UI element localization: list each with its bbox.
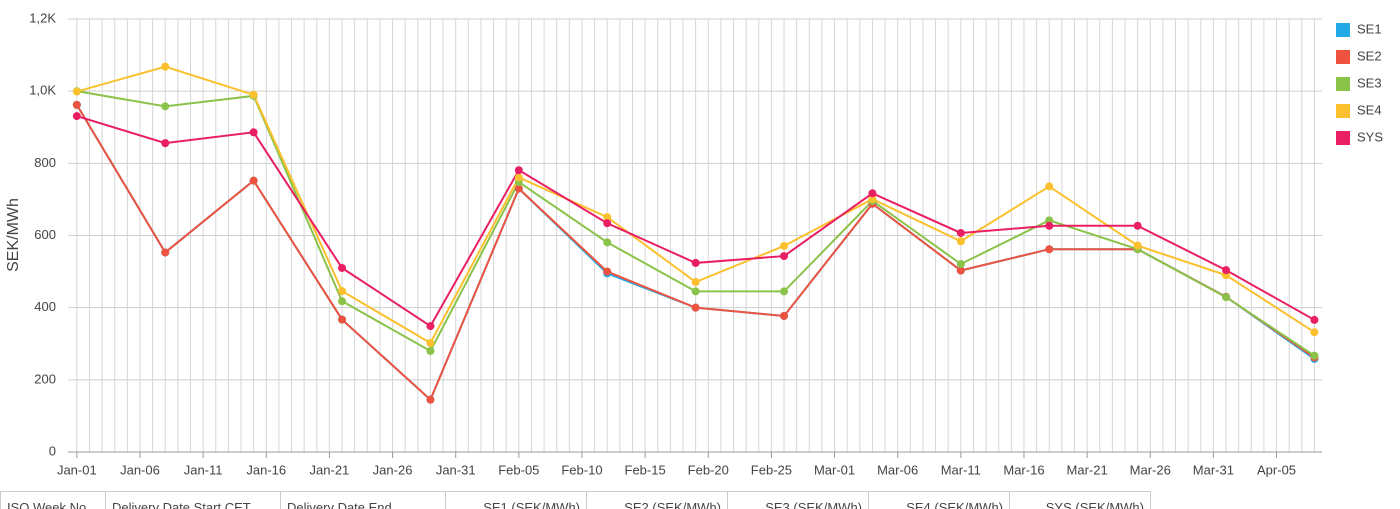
- data-point: [1045, 221, 1054, 230]
- data-point: [956, 266, 965, 275]
- legend-swatch: [1336, 50, 1350, 64]
- data-point: [956, 228, 965, 237]
- y-tick-label: 600: [34, 227, 56, 242]
- table-header-cell: SE3 (SEK/MWh): [727, 491, 868, 509]
- legend-label: SE3: [1357, 75, 1382, 90]
- data-point: [338, 315, 347, 324]
- data-point: [1310, 328, 1319, 337]
- x-tick-label: Feb-20: [688, 462, 729, 477]
- data-point: [780, 241, 789, 250]
- data-point: [603, 267, 612, 276]
- data-point: [249, 90, 258, 99]
- y-axis-label: SEK/MWh: [5, 198, 22, 272]
- table-header: ISO Week No Delivery Date Start CET Delive…: [0, 491, 1151, 509]
- data-point: [1310, 315, 1319, 324]
- data-point: [1133, 241, 1142, 250]
- data-point: [1133, 221, 1142, 230]
- table-header-cell: ISO Week No: [0, 491, 105, 509]
- data-point: [72, 87, 81, 96]
- data-point: [691, 278, 700, 287]
- legend-swatch: [1336, 77, 1350, 91]
- data-point: [780, 311, 789, 320]
- table-header-cell: SE4 (SEK/MWh): [868, 491, 1009, 509]
- data-point: [338, 263, 347, 272]
- data-point: [72, 100, 81, 109]
- y-tick-label: 200: [34, 371, 56, 386]
- legend-label: SYS: [1357, 129, 1383, 144]
- data-point: [1310, 351, 1319, 360]
- x-tick-label: Mar-31: [1193, 462, 1234, 477]
- x-tick-label: Jan-11: [184, 462, 223, 477]
- x-tick-label: Mar-16: [1003, 462, 1044, 477]
- data-point: [691, 287, 700, 296]
- data-point: [1222, 293, 1231, 302]
- legend-label: SE1: [1357, 21, 1382, 36]
- data-point: [1045, 182, 1054, 191]
- data-point: [426, 346, 435, 355]
- data-point: [72, 112, 81, 121]
- data-point: [868, 195, 877, 204]
- data-point: [426, 395, 435, 404]
- table-header-cell: SE1 (SEK/MWh): [445, 491, 586, 509]
- legend-swatch: [1336, 23, 1350, 37]
- x-tick-label: Jan-06: [120, 462, 160, 477]
- table-header-cell: SE2 (SEK/MWh): [586, 491, 727, 509]
- data-point: [1045, 245, 1054, 254]
- x-tick-label: Mar-26: [1130, 462, 1171, 477]
- x-tick-label: Mar-11: [941, 462, 981, 477]
- data-point: [249, 128, 258, 137]
- x-tick-label: Jan-16: [246, 462, 286, 477]
- table-header-cell: Delivery Date End: [280, 491, 445, 509]
- data-point: [161, 62, 170, 71]
- data-point: [691, 303, 700, 312]
- x-tick-label: Jan-01: [57, 462, 97, 477]
- data-point: [426, 339, 435, 348]
- x-tick-label: Mar-21: [1067, 462, 1108, 477]
- data-point: [691, 258, 700, 267]
- data-point: [161, 102, 170, 111]
- x-tick-label: Apr-05: [1257, 462, 1296, 477]
- data-point: [603, 213, 612, 222]
- data-point: [249, 176, 258, 185]
- data-point: [161, 248, 170, 257]
- y-tick-label: 400: [34, 299, 56, 314]
- legend-swatch: [1336, 104, 1350, 118]
- data-point: [956, 260, 965, 269]
- x-tick-label: Jan-21: [310, 462, 350, 477]
- data-point: [514, 173, 523, 182]
- x-tick-label: Mar-06: [877, 462, 918, 477]
- x-tick-label: Mar-01: [814, 462, 855, 477]
- data-point: [338, 297, 347, 306]
- y-tick-label: 800: [34, 155, 56, 170]
- x-tick-label: Jan-31: [436, 462, 476, 477]
- y-tick-label: 1,0K: [29, 83, 56, 98]
- x-tick-label: Feb-25: [751, 462, 792, 477]
- legend-label: SE4: [1357, 102, 1382, 117]
- x-tick-label: Feb-10: [561, 462, 602, 477]
- x-tick-label: Feb-15: [625, 462, 666, 477]
- y-tick-label: 0: [49, 443, 56, 458]
- data-point: [161, 139, 170, 148]
- table-header-cell: SYS (SEK/MWh): [1009, 491, 1151, 509]
- data-point: [603, 219, 612, 228]
- y-tick-label: 1,2K: [29, 10, 56, 25]
- data-point: [514, 166, 523, 175]
- data-point: [426, 322, 435, 331]
- data-point: [956, 237, 965, 246]
- table-header-cell: Delivery Date Start CET: [105, 491, 280, 509]
- data-point: [338, 287, 347, 296]
- data-point: [1222, 266, 1231, 275]
- data-point: [603, 238, 612, 247]
- data-point: [780, 252, 789, 261]
- legend-label: SE2: [1357, 48, 1382, 63]
- x-tick-label: Feb-05: [498, 462, 539, 477]
- x-tick-label: Jan-26: [373, 462, 413, 477]
- data-point: [514, 184, 523, 193]
- data-point: [780, 287, 789, 296]
- chart: SEK/MWh 0 200 400 600 800 1,0K 1,2K Jan-01 Jan-0…: [5, 10, 1383, 477]
- legend-swatch: [1336, 131, 1350, 145]
- data-point: [868, 189, 877, 198]
